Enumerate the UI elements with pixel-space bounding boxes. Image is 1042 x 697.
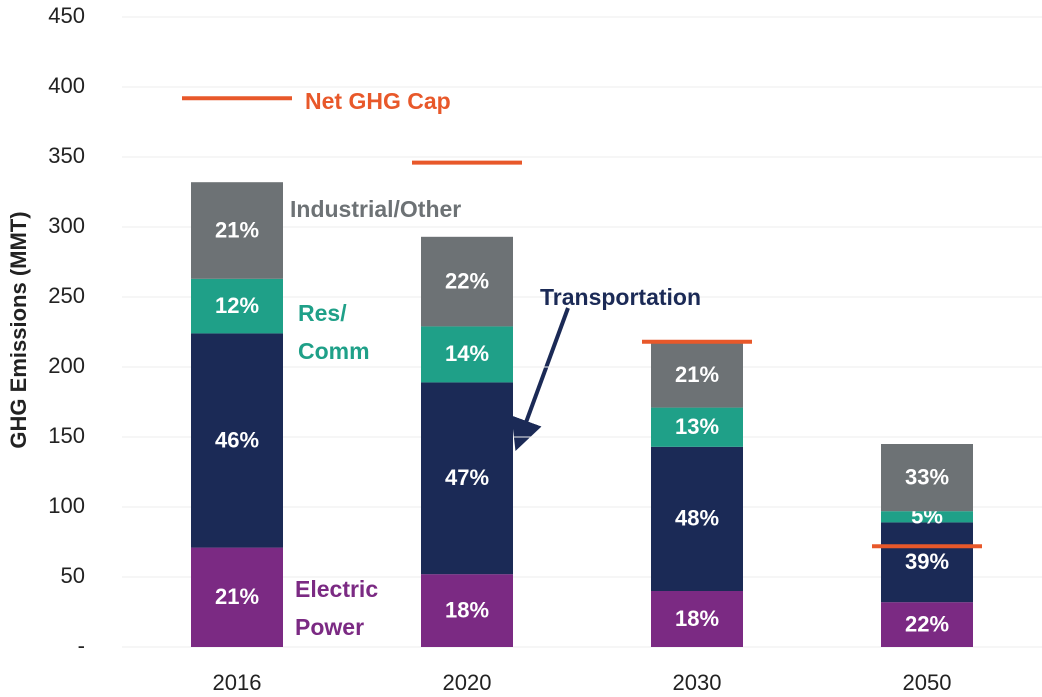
bar-segment	[651, 407, 743, 447]
share-label: 46%	[215, 427, 259, 452]
share-label: 48%	[675, 506, 719, 531]
bar-segment	[421, 326, 513, 383]
bar-segment	[651, 591, 743, 647]
series-label-box: Electric Power	[295, 576, 379, 640]
bar-segment	[881, 444, 973, 512]
y-tick-label: 100	[48, 493, 85, 518]
share-label: 18%	[675, 606, 719, 631]
bar-segment	[421, 574, 513, 647]
y-tick-label: 450	[48, 3, 85, 28]
x-tick-label: 2020	[443, 670, 492, 695]
share-label: 12%	[215, 293, 259, 318]
y-axis-label: GHG Emissions (MMT)	[6, 211, 31, 448]
x-tick-label: 2050	[903, 670, 952, 695]
series-label-box: Res/ Comm	[298, 300, 370, 364]
bar-segment	[421, 382, 513, 575]
share-label: 47%	[445, 465, 489, 490]
bar-segment	[191, 333, 283, 548]
x-tick-label: 2030	[673, 670, 722, 695]
share-label: 21%	[675, 362, 719, 387]
share-label: 21%	[215, 217, 259, 242]
bar-segment	[881, 602, 973, 647]
series-label: Res/ Comm	[298, 300, 370, 364]
share-label: 13%	[675, 414, 719, 439]
bar-segment	[881, 522, 973, 603]
share-label: 39%	[905, 549, 949, 574]
share-label: 18%	[445, 597, 489, 622]
series-label: Industrial/Other	[290, 196, 462, 222]
bar-segment	[881, 511, 973, 523]
share-label: 21%	[215, 584, 259, 609]
y-tick-label: 50	[61, 563, 85, 588]
y-tick-label: 300	[48, 213, 85, 238]
series-label-box: Transportation	[540, 284, 702, 310]
arrow	[511, 307, 570, 452]
x-tick-label: 2016	[213, 670, 262, 695]
share-label: 22%	[905, 611, 949, 636]
bar-segment	[651, 343, 743, 408]
share-label: 33%	[905, 464, 949, 489]
y-tick-label: 350	[48, 143, 85, 168]
y-tick-label: 250	[48, 283, 85, 308]
y-tick-label: 150	[48, 423, 85, 448]
y-tick-label: -	[78, 633, 85, 658]
series-label-box: Industrial/Other	[290, 196, 462, 222]
bar-segment	[191, 182, 283, 279]
y-tick-label: 400	[48, 73, 85, 98]
share-label: 14%	[445, 341, 489, 366]
bar-segment	[421, 236, 513, 327]
bar-segment	[651, 446, 743, 591]
cap-label: Net GHG Cap	[305, 88, 451, 114]
bar-segment	[191, 547, 283, 647]
bar-segment	[191, 278, 283, 334]
y-tick-label: 200	[48, 353, 85, 378]
series-label: Electric Power	[295, 576, 379, 640]
share-label: 22%	[445, 268, 489, 293]
series-label: Transportation	[540, 284, 702, 310]
